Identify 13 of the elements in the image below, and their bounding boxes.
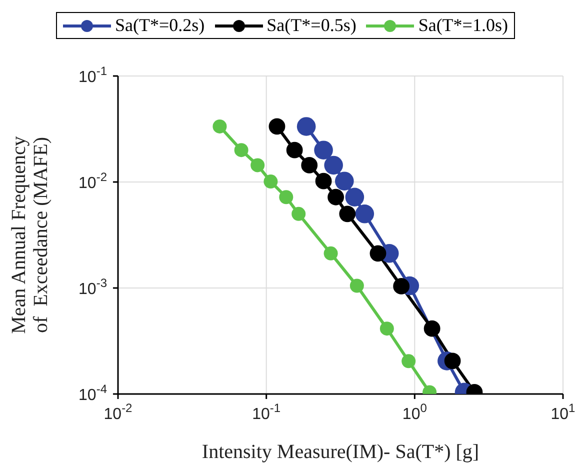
- legend-label: Sa(T*=0.2s): [115, 15, 205, 36]
- legend-label: Sa(T*=1.0s): [418, 15, 508, 36]
- x-axis-title: Intensity Measure(IM)- Sa(T*) [g]: [202, 441, 480, 463]
- y-axis-title: Mean Annual Frequency of Exceedance (MAFE): [8, 136, 52, 334]
- x-tick-label: 10$^{1}$: [550, 401, 576, 423]
- x-tick-label: 10$^{-1}$: [252, 401, 281, 423]
- y-tick-label: 10$^{-1}$: [78, 64, 108, 86]
- y-tick-label: 10$^{-4}$: [78, 382, 108, 404]
- x-tick-label: 10$^{-2}$: [104, 401, 133, 423]
- y-tick-label: 10$^{-3}$: [78, 276, 108, 298]
- legend-label: Sa(T*=0.5s): [266, 15, 356, 36]
- x-tick-label: 10$^{0}$: [402, 401, 428, 423]
- y-tick-label: 10$^{-2}$: [78, 170, 108, 192]
